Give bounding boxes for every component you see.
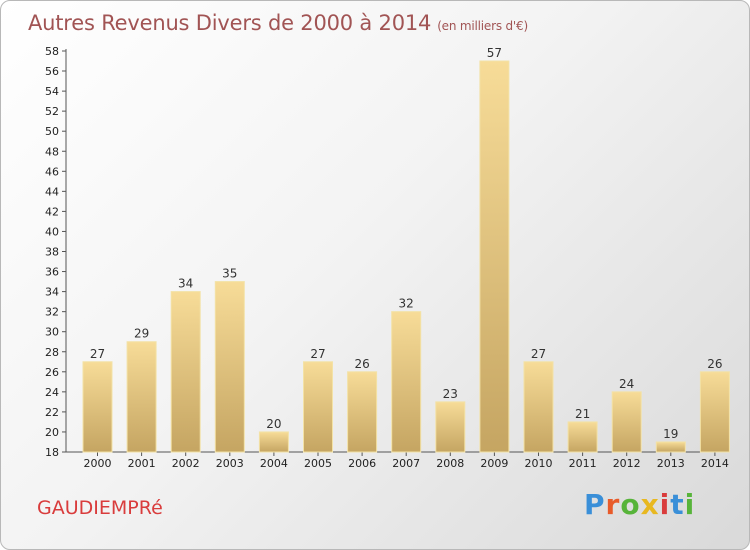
data-label-2002: 34 xyxy=(178,277,193,291)
data-label-2006: 26 xyxy=(354,357,369,371)
data-label-2007: 32 xyxy=(399,297,414,311)
bar-2011 xyxy=(567,421,598,453)
data-label-2011: 21 xyxy=(575,407,590,421)
y-tick-label: 22 xyxy=(45,406,59,419)
y-tick-label: 26 xyxy=(45,366,59,379)
data-label-2013: 19 xyxy=(663,427,678,441)
data-label-2012: 24 xyxy=(619,377,634,391)
bar-2000 xyxy=(82,361,113,453)
y-tick-label: 42 xyxy=(45,205,59,218)
bar-2003 xyxy=(214,281,245,453)
y-tick-label: 58 xyxy=(45,45,59,58)
x-tick-label-2010: 2010 xyxy=(525,457,553,470)
y-tick-label: 56 xyxy=(45,65,59,78)
y-tick-label: 38 xyxy=(45,246,59,259)
x-tick-label-2013: 2013 xyxy=(657,457,685,470)
x-tick-label-2014: 2014 xyxy=(701,457,729,470)
y-tick-label: 40 xyxy=(45,225,59,238)
y-tick-label: 32 xyxy=(45,306,59,319)
x-tick-label-2002: 2002 xyxy=(172,457,200,470)
logo-letter: P xyxy=(584,488,606,521)
x-tick-label-2011: 2011 xyxy=(569,457,597,470)
logo-letter: x xyxy=(640,488,660,521)
data-label-2003: 35 xyxy=(222,267,237,281)
x-tick-label-2000: 2000 xyxy=(84,457,112,470)
data-label-2000: 27 xyxy=(90,347,105,361)
logo-letter: r xyxy=(605,488,621,521)
y-tick-label: 44 xyxy=(45,185,59,198)
title-unit: (en milliers d'€) xyxy=(437,19,528,33)
data-label-2014: 26 xyxy=(707,357,722,371)
y-tick-label: 48 xyxy=(45,145,59,158)
y-tick-label: 52 xyxy=(45,105,59,118)
data-label-2009: 57 xyxy=(487,46,502,60)
x-tick-label-2001: 2001 xyxy=(128,457,156,470)
bar-2008 xyxy=(435,401,466,453)
bar-2010 xyxy=(523,361,554,453)
y-tick-label: 20 xyxy=(45,426,59,439)
y-tick-label: 24 xyxy=(45,386,59,399)
bar-2014 xyxy=(699,371,730,453)
y-tick-label: 30 xyxy=(45,326,59,339)
logo-letter: t xyxy=(670,488,685,521)
value-labels: 27 29 34 35 20 27 26 32 23 57 27 21 24 19 26 xyxy=(90,46,723,441)
bar-2005 xyxy=(303,361,333,453)
data-label-2010: 27 xyxy=(531,347,546,361)
data-label-2001: 29 xyxy=(134,327,149,341)
logo-letter: o xyxy=(620,488,641,521)
bar-2004 xyxy=(258,431,289,453)
x-tick-label-2007: 2007 xyxy=(392,457,420,470)
x-tick-label-2008: 2008 xyxy=(436,457,464,470)
logo-letter: i xyxy=(659,488,671,521)
y-tick-label: 46 xyxy=(45,165,59,178)
x-tick-label-2012: 2012 xyxy=(613,457,641,470)
data-label-2005: 27 xyxy=(310,347,325,361)
x-tick-label-2005: 2005 xyxy=(304,457,332,470)
x-tick-label-2003: 2003 xyxy=(216,457,244,470)
axes: 18 20 22 24 26 28 30 32 34 36 38 40 42 44 46 48 50 52 54 56… xyxy=(45,45,729,470)
data-label-2008: 23 xyxy=(443,387,458,401)
data-label-2004: 20 xyxy=(266,417,281,431)
bars xyxy=(82,60,730,453)
y-tick-label: 36 xyxy=(45,266,59,279)
bar-2007 xyxy=(391,311,422,453)
x-tick-label-2006: 2006 xyxy=(348,457,376,470)
bar-2012 xyxy=(611,391,642,453)
y-tick-label: 54 xyxy=(45,85,59,98)
bar-2013 xyxy=(655,441,686,453)
city-name: GAUDIEMPRé xyxy=(37,497,163,519)
bar-2001 xyxy=(126,341,157,453)
bar-2006 xyxy=(347,371,378,453)
chart-title: Autres Revenus Divers de 2000 à 2014 (en … xyxy=(28,11,528,35)
y-tick-label: 50 xyxy=(45,125,59,138)
y-tick-label: 18 xyxy=(45,446,59,459)
proxiti-logo: Proxiti xyxy=(584,488,695,521)
y-tick-label: 34 xyxy=(45,286,59,299)
bar-2002 xyxy=(170,291,201,453)
x-tick-label-2004: 2004 xyxy=(260,457,288,470)
bar-2009 xyxy=(479,60,510,453)
title-text: Autres Revenus Divers de 2000 à 2014 xyxy=(28,11,432,35)
x-tick-label-2009: 2009 xyxy=(480,457,508,470)
logo-letter: i xyxy=(684,488,696,521)
y-tick-label: 28 xyxy=(45,346,59,359)
